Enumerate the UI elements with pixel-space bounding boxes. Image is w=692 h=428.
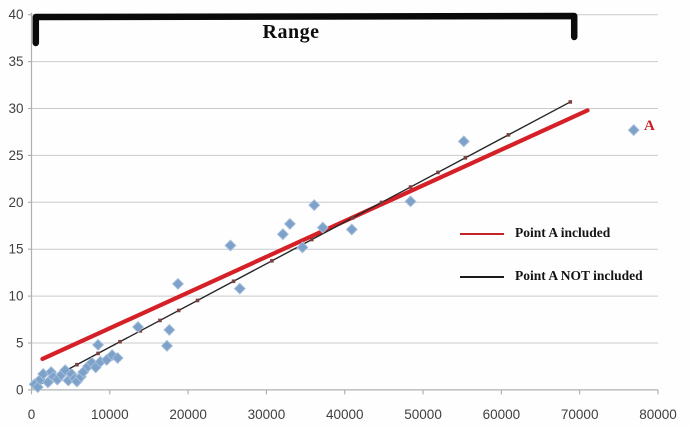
legend-line-black <box>460 276 504 278</box>
data-point-diamond <box>171 277 184 290</box>
tick-label: 40000 <box>326 407 364 422</box>
trendline-point-a-included <box>40 108 590 362</box>
tick-label: 25 <box>8 148 23 163</box>
tick-label: 35 <box>8 54 23 69</box>
data-point-diamond <box>233 282 246 295</box>
tick-label: 80000 <box>639 407 677 422</box>
data-point-diamond <box>316 221 329 234</box>
data-point-diamond <box>163 323 176 336</box>
tick-label: 0 <box>16 382 24 397</box>
range-bracket <box>32 12 578 47</box>
data-point-diamond <box>31 381 44 394</box>
data-point-diamond <box>160 339 173 352</box>
tick-label: 15 <box>8 242 23 257</box>
legend-line-red <box>460 233 504 235</box>
tick-label: 50000 <box>404 407 442 422</box>
tick-label: 20 <box>8 195 23 210</box>
tick-label: 10000 <box>91 407 129 422</box>
range-bracket-label: Range <box>262 21 320 43</box>
legend-label-point-a-included: Point A included <box>515 225 611 240</box>
tick-label: 60000 <box>483 407 521 422</box>
data-point-diamond <box>106 349 119 362</box>
point-a-annotation: A <box>644 118 655 134</box>
data-point-diamond <box>296 241 309 254</box>
data-point-diamond <box>457 135 470 148</box>
data-point-diamond <box>131 321 145 334</box>
data-point-diamond <box>283 217 296 230</box>
data-point-diamond <box>404 195 417 208</box>
axes-group <box>28 12 659 395</box>
data-point-diamond <box>627 124 640 137</box>
tick-label: 0 <box>28 407 36 422</box>
tick-label: 5 <box>16 336 24 351</box>
tick-label: 40 <box>8 7 23 22</box>
data-point-diamond <box>111 352 124 365</box>
scatter-points-group <box>28 135 470 394</box>
data-point-diamond <box>92 338 105 351</box>
tick-label: 30000 <box>248 407 286 422</box>
tick-label: 10 <box>8 289 23 304</box>
x-axis-tick-labels: 0 10000 20000 30000 40000 50000 60000 70000 8000… <box>28 407 677 422</box>
tick-label: 70000 <box>561 407 599 422</box>
point-a-marker <box>627 124 640 137</box>
data-point-diamond <box>59 364 72 377</box>
tick-label: 30 <box>8 101 23 116</box>
gridlines-group <box>31 14 658 344</box>
tick-label: 20000 <box>169 407 207 422</box>
y-axis-tick-labels: 0 5 10 15 20 25 30 35 40 <box>8 7 23 397</box>
data-point-diamond <box>276 228 289 241</box>
data-point-diamond <box>224 239 237 252</box>
data-point-diamond <box>345 223 358 236</box>
data-point-diamond <box>308 199 321 212</box>
legend-label-point-a-not-included: Point A NOT included <box>515 268 643 283</box>
